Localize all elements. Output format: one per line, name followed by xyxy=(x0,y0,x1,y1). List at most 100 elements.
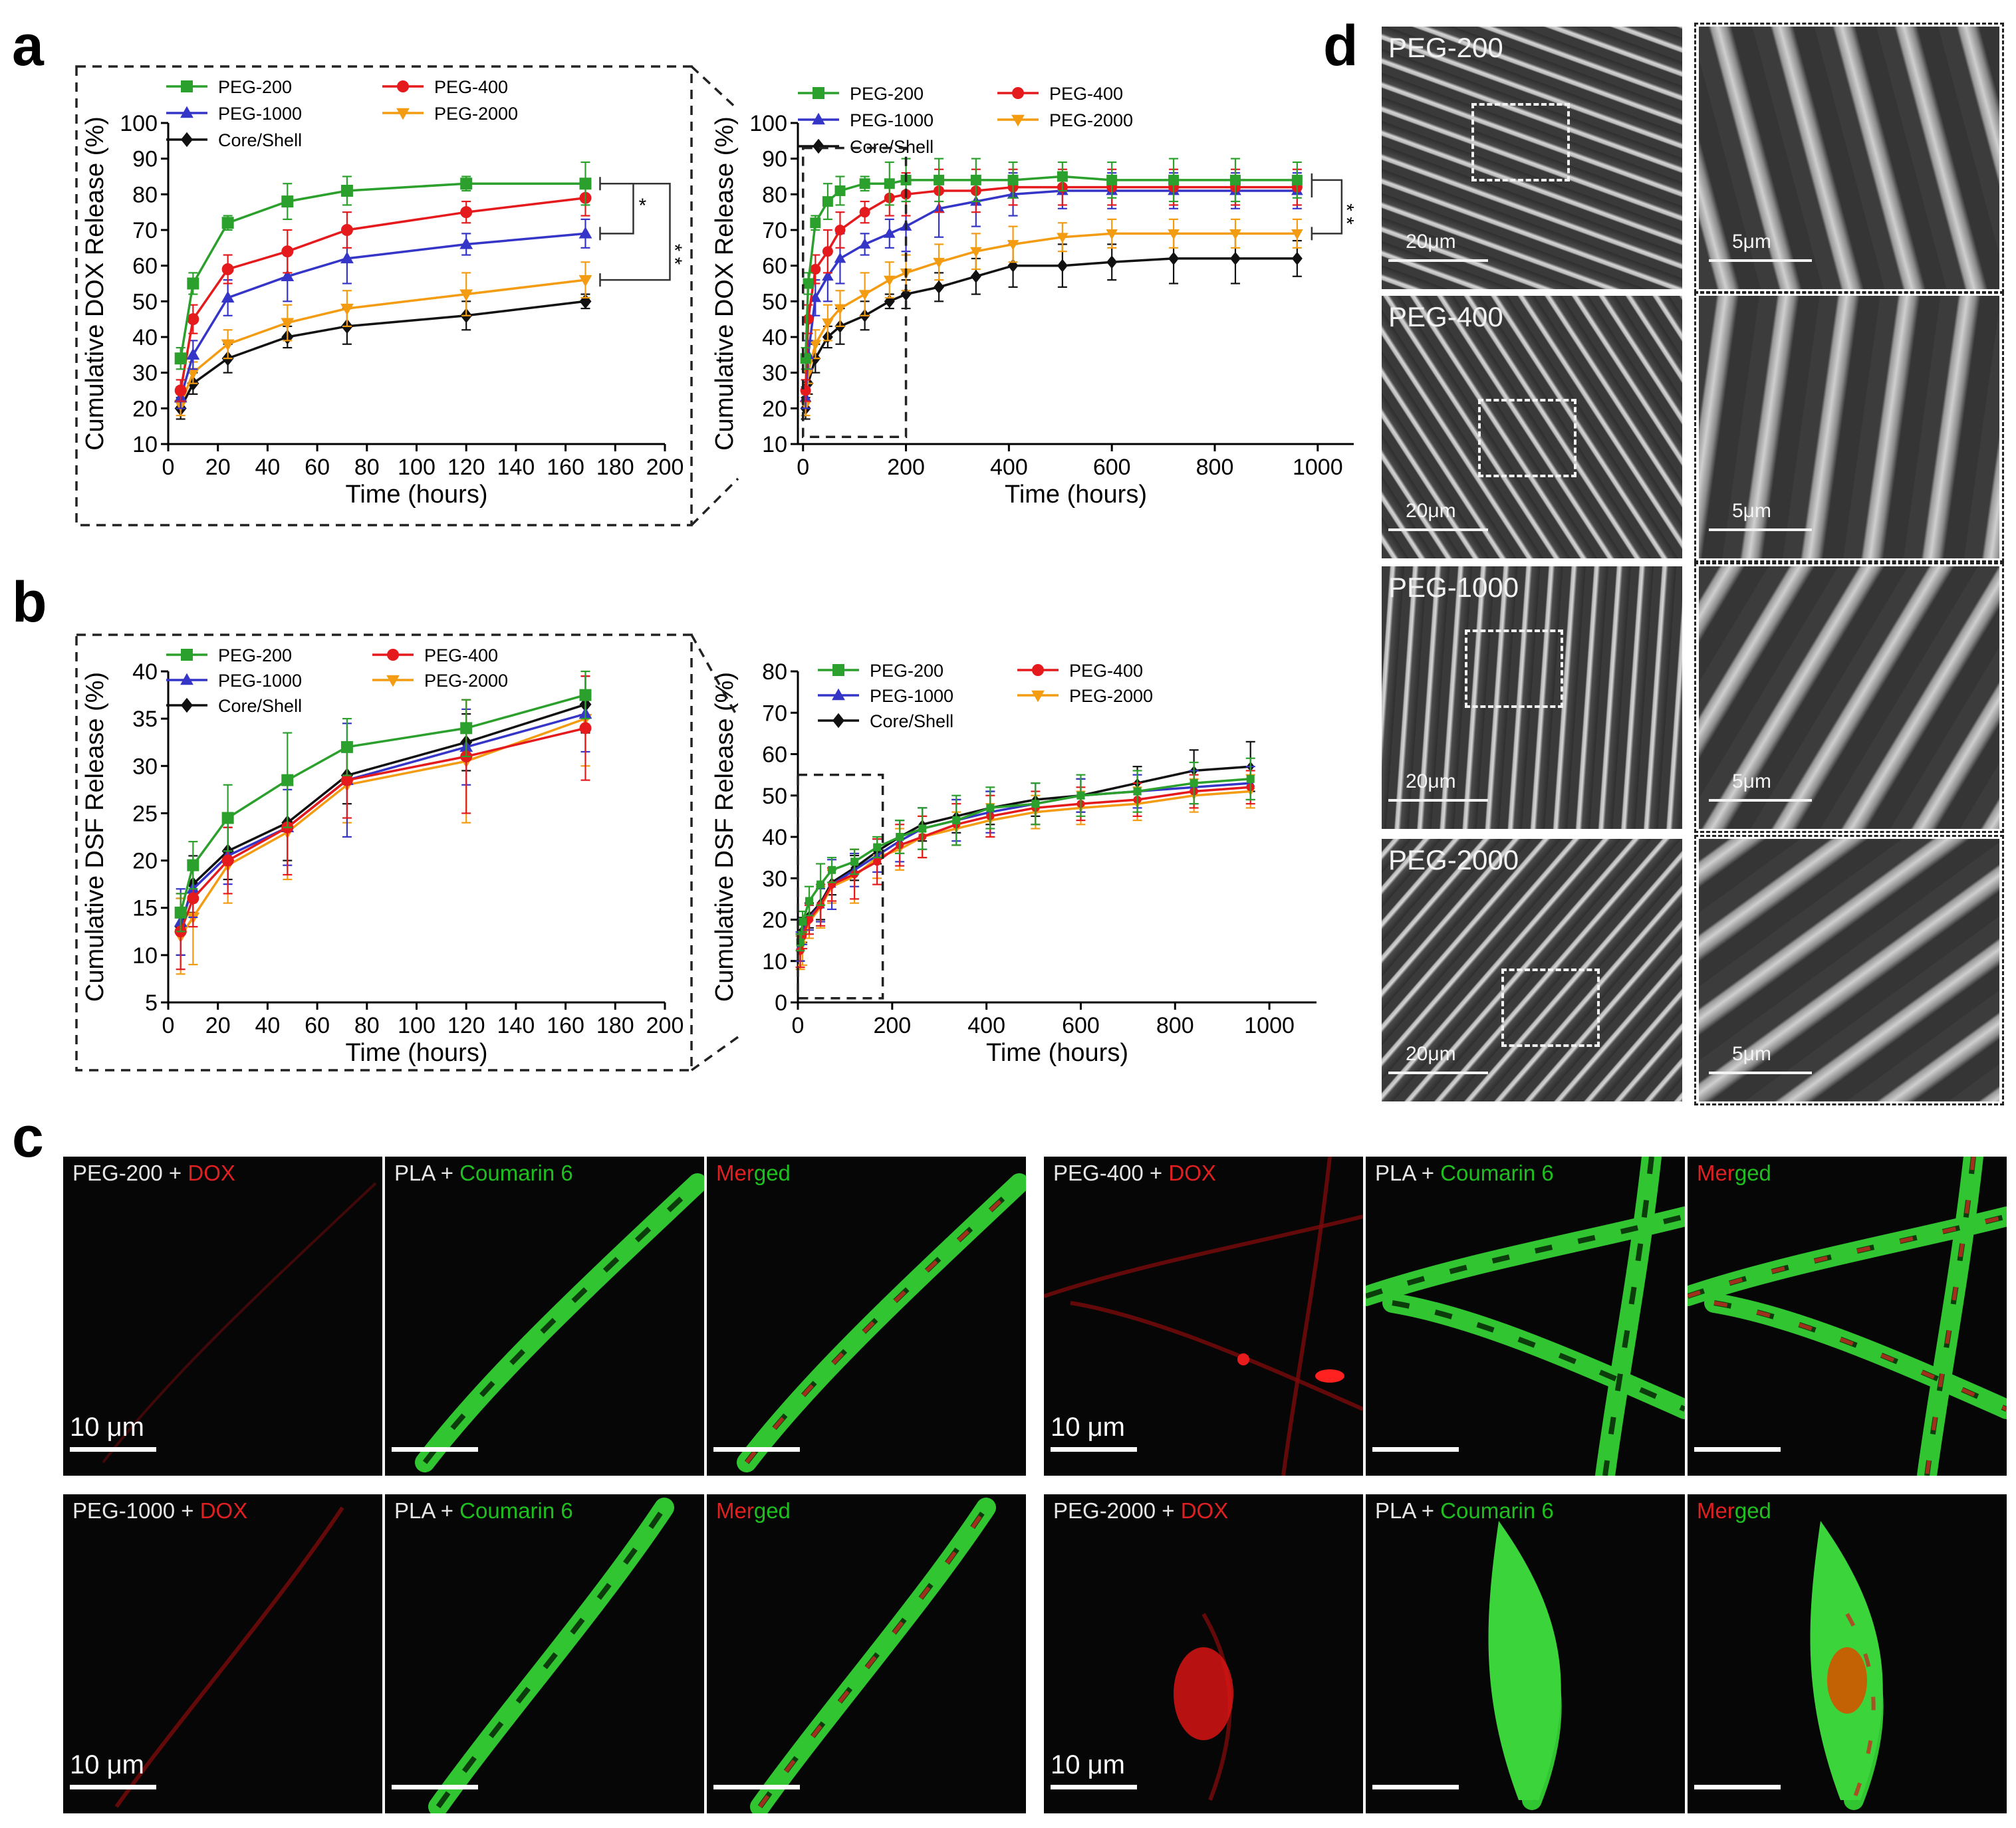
series-line xyxy=(799,790,1251,953)
scale-bar xyxy=(1694,1447,1781,1452)
x-tick-label: 180 xyxy=(596,455,634,480)
data-point xyxy=(221,263,234,276)
series-peg-1000 xyxy=(174,218,592,409)
legend: PEG-200 PEG-400 PEG-1000 PEG-2000 Core/Shell xyxy=(166,77,518,150)
y-tick-label: 15 xyxy=(132,896,158,921)
micrograph-peg-2000-merged: Merged xyxy=(1688,1494,2007,1813)
legend-marker xyxy=(396,108,410,120)
x-tick-label: 80 xyxy=(354,1013,380,1038)
scale-label: 10 μm xyxy=(70,1750,144,1779)
label-prefix: PLA + xyxy=(1375,1161,1441,1185)
sem-label: PEG-1000 xyxy=(1388,572,1519,603)
x-tick-label: 1000 xyxy=(1244,1013,1295,1038)
data-point xyxy=(579,722,592,735)
legend-item-peg-1000: PEG-1000 xyxy=(166,104,302,124)
legend-item-peg-2000: PEG-2000 xyxy=(997,110,1133,130)
data-point xyxy=(281,245,294,258)
sem-zoom-peg-200: 5μm xyxy=(1699,27,1999,289)
legend-label: Core/Shell xyxy=(218,696,302,716)
x-tick-label: 140 xyxy=(497,455,535,480)
sem-zoom-peg-400: 5μm xyxy=(1699,296,1999,558)
data-point xyxy=(834,185,846,196)
pla-fiber-core xyxy=(422,1181,699,1464)
micrograph-peg-1000-dox: PEG-1000 + DOX 10 μm xyxy=(63,1494,382,1813)
data-point xyxy=(174,384,187,397)
micrograph-image xyxy=(1174,1613,1233,1801)
data-point xyxy=(1229,229,1241,240)
data-point xyxy=(834,304,846,315)
data-point xyxy=(221,854,234,867)
legend-label: PEG-400 xyxy=(434,77,508,97)
legend-item-core-shell: Core/Shell xyxy=(166,130,302,150)
y-axis-label: Cumulative DSF Release (%) xyxy=(711,672,739,1002)
legend-item-peg-400: PEG-400 xyxy=(382,77,508,97)
micrograph-image xyxy=(750,1498,996,1813)
micrograph-image xyxy=(102,1182,377,1464)
label-prefix: PEG-200 + xyxy=(72,1161,188,1185)
data-point xyxy=(460,722,473,735)
y-tick-label: 100 xyxy=(120,111,158,136)
micrograph-image xyxy=(1366,1157,1685,1476)
series-line xyxy=(804,232,1297,405)
series-peg-400 xyxy=(174,179,592,402)
data-point xyxy=(1076,791,1085,800)
legend-marker xyxy=(813,87,824,99)
sem-scale-bar xyxy=(1388,799,1488,802)
pla-fiber xyxy=(1704,1293,2007,1419)
legend-label: PEG-2000 xyxy=(1049,110,1133,130)
label-highlight: DOX xyxy=(1168,1161,1216,1185)
micrograph-peg-200-merged: Merged xyxy=(707,1157,1026,1476)
series-peg-2000 xyxy=(174,670,592,975)
pla-fiber xyxy=(1382,1293,1685,1419)
micrograph-image xyxy=(737,1173,1026,1472)
data-point xyxy=(970,174,981,185)
y-axis-label: Cumulative DOX Release (%) xyxy=(711,116,739,451)
x-tick-label: 200 xyxy=(646,455,684,480)
pla-body xyxy=(1488,1521,1561,1800)
data-point xyxy=(859,178,870,189)
data-point xyxy=(799,917,807,926)
y-tick-label: 80 xyxy=(762,659,787,685)
x-tick-label: 180 xyxy=(596,1013,634,1038)
chart-b-inset: 0 20 40 60 80 100 120 140 160 180 200 5 10 15 20 25 30 35… xyxy=(81,645,684,1067)
y-tick-label: 60 xyxy=(762,254,787,279)
y-tick-label: 30 xyxy=(132,361,158,386)
data-point xyxy=(822,196,833,207)
chart-a-inset: 0 20 40 60 80 100 120 140 160 180 200 10 20 30 40 50 60 7… xyxy=(81,77,684,509)
legend-marker xyxy=(386,675,400,687)
legend-marker xyxy=(1032,664,1044,676)
scale-bar xyxy=(1372,1447,1459,1452)
label-suffix: ged xyxy=(1734,1498,1771,1523)
data-point xyxy=(834,252,846,263)
legend-item-core-shell: Core/Shell xyxy=(166,696,302,716)
micrograph-label: PLA + Coumarin 6 xyxy=(1375,1498,1554,1524)
data-point xyxy=(1106,174,1118,185)
data-point xyxy=(1057,233,1069,243)
pla-fiber xyxy=(415,1173,704,1472)
label-highlight: Mer xyxy=(1697,1161,1735,1185)
panel-letter-c: c xyxy=(12,1105,44,1169)
x-axis-label: Time (hours) xyxy=(1005,481,1147,509)
series-line xyxy=(804,175,1297,359)
micrograph-label: Merged xyxy=(1697,1498,1771,1524)
sem-scale-bar xyxy=(1388,1072,1488,1074)
sem-scale-label: 20μm xyxy=(1406,1043,1456,1065)
data-point xyxy=(340,741,353,753)
data-point xyxy=(221,339,235,352)
legend-marker xyxy=(181,132,193,148)
data-point xyxy=(822,270,834,281)
sem-label: PEG-2000 xyxy=(1388,844,1519,875)
data-point xyxy=(174,906,187,919)
data-point xyxy=(884,178,895,189)
data-point xyxy=(934,174,945,185)
y-tick-label: 20 xyxy=(132,396,158,421)
series-peg-2000 xyxy=(174,261,592,417)
data-point xyxy=(1190,779,1198,788)
x-tick-label: 1000 xyxy=(1293,455,1343,480)
sem-zoom-peg-1000: 5μm xyxy=(1699,566,1999,829)
x-tick-label: 0 xyxy=(162,455,175,480)
data-point xyxy=(1031,800,1040,808)
merged-overlap xyxy=(745,1181,1021,1464)
x-tick-label: 120 xyxy=(447,1013,485,1038)
data-point xyxy=(810,264,821,275)
